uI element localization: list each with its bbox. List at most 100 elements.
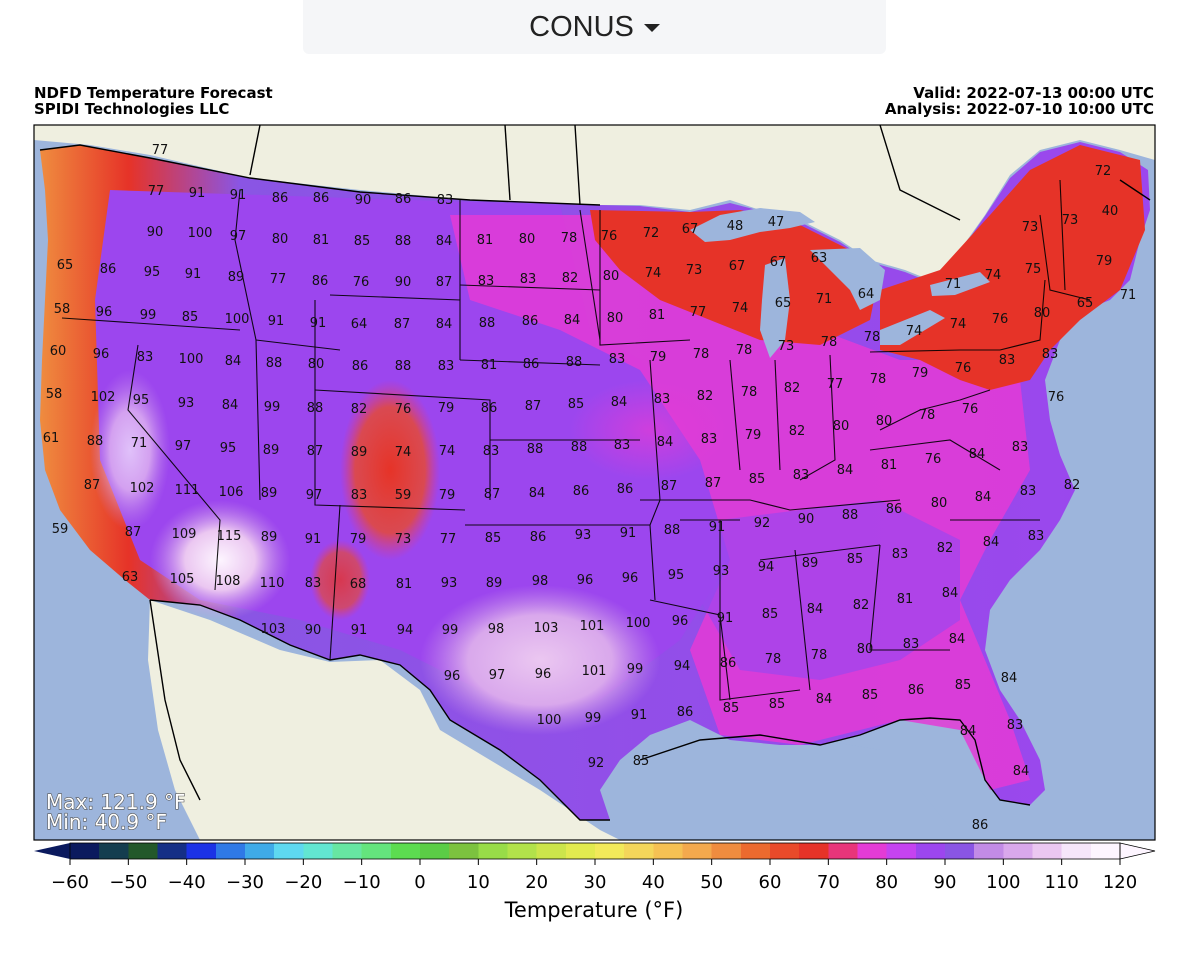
- forecast-value: 83: [999, 353, 1016, 368]
- forecast-value: 48: [727, 219, 744, 234]
- midwest-magenta: [570, 380, 730, 480]
- forecast-value: 80: [607, 311, 624, 326]
- forecast-value: 85: [568, 397, 585, 412]
- forecast-value: 84: [975, 490, 992, 505]
- forecast-value: 75: [1025, 262, 1042, 277]
- forecast-value: 80: [519, 232, 536, 247]
- forecast-value: 89: [486, 576, 503, 591]
- forecast-value: 82: [789, 424, 806, 439]
- forecast-value: 96: [444, 669, 461, 684]
- forecast-value: 82: [784, 381, 801, 396]
- forecast-value: 76: [955, 361, 972, 376]
- forecast-value: 89: [261, 486, 278, 501]
- region-selector[interactable]: CONUS: [303, 0, 886, 54]
- utah-red: [310, 540, 370, 620]
- forecast-value: 83: [437, 193, 454, 208]
- forecast-value: 87: [484, 487, 501, 502]
- forecast-value: 83: [483, 444, 500, 459]
- forecast-value: 84: [436, 234, 453, 249]
- forecast-value: 86: [313, 191, 330, 206]
- forecast-value: 85: [847, 552, 864, 567]
- forecast-value: 85: [485, 531, 502, 546]
- forecast-value: 78: [741, 385, 758, 400]
- forecast-value: 79: [439, 488, 456, 503]
- forecast-value: 77: [827, 377, 844, 392]
- forecast-value: 64: [858, 287, 875, 302]
- forecast-value: 115: [217, 529, 242, 544]
- forecast-value: 81: [881, 458, 898, 473]
- forecast-value: 84: [657, 435, 674, 450]
- forecast-value: 86: [677, 705, 694, 720]
- colorbar-ticks: −60 −50 −40 −30 −20 −10 0 10 20 30 40 50 60 70 80 90 100…: [51, 859, 1137, 893]
- forecast-value: 96: [96, 305, 113, 320]
- forecast-value: 61: [43, 431, 60, 446]
- forecast-value: 78: [736, 343, 753, 358]
- forecast-value: 96: [535, 667, 552, 682]
- forecast-value: 86: [312, 274, 329, 289]
- forecast-value: 84: [1013, 764, 1030, 779]
- forecast-value: 86: [522, 314, 539, 329]
- forecast-value: 94: [758, 560, 775, 575]
- forecast-value: 77: [148, 184, 165, 199]
- forecast-value: 84: [529, 486, 546, 501]
- forecast-value: 76: [601, 229, 618, 244]
- forecast-value: 86: [481, 401, 498, 416]
- forecast-value: 86: [352, 359, 369, 374]
- central-valley-hot: [90, 370, 170, 530]
- forecast-value: 78: [811, 648, 828, 663]
- forecast-value: 59: [395, 488, 412, 503]
- forecast-value: 95: [220, 441, 237, 456]
- forecast-value: 84: [807, 602, 824, 617]
- forecast-value: 86: [395, 192, 412, 207]
- forecast-value: 83: [701, 432, 718, 447]
- colorbar-tick-label: −20: [284, 872, 322, 893]
- forecast-value: 65: [1077, 296, 1094, 311]
- forecast-value: 80: [603, 269, 620, 284]
- forecast-value: 85: [354, 234, 371, 249]
- map-frame: [33, 124, 1156, 841]
- forecast-value: 88: [566, 355, 583, 370]
- forecast-value: 110: [260, 576, 285, 591]
- forecast-value: 65: [775, 296, 792, 311]
- forecast-value: 84: [436, 317, 453, 332]
- forecast-value: 80: [876, 414, 893, 429]
- forecast-value: 100: [537, 713, 562, 728]
- forecast-value: 93: [575, 528, 592, 543]
- forecast-value: 47: [768, 215, 785, 230]
- forecast-value: 95: [133, 393, 150, 408]
- forecast-value: 86: [573, 484, 590, 499]
- analysis-time: Analysis: 2022-07-10 10:00 UTC: [884, 100, 1154, 118]
- forecast-value: 71: [131, 436, 148, 451]
- forecast-value: 76: [1048, 390, 1065, 405]
- forecast-value: 82: [853, 598, 870, 613]
- forecast-value: 79: [650, 350, 667, 365]
- forecast-value: 81: [313, 233, 330, 248]
- forecast-value: 87: [394, 317, 411, 332]
- forecast-value: 84: [222, 398, 239, 413]
- forecast-value: 111: [175, 483, 200, 498]
- forecast-value: 83: [351, 488, 368, 503]
- forecast-value: 84: [960, 724, 977, 739]
- forecast-value: 96: [93, 347, 110, 362]
- forecast-value: 63: [122, 570, 139, 585]
- forecast-value: 91: [189, 186, 206, 201]
- forecast-value: 92: [754, 516, 771, 531]
- forecast-value: 77: [152, 143, 169, 158]
- colorbar-bar: [70, 843, 1120, 859]
- forecast-value: 96: [577, 573, 594, 588]
- forecast-value: 81: [649, 308, 666, 323]
- forecast-value: 84: [983, 535, 1000, 550]
- forecast-value: 83: [614, 438, 631, 453]
- forecast-value: 74: [439, 444, 456, 459]
- forecast-value: 81: [481, 358, 498, 373]
- forecast-value: 58: [46, 387, 63, 402]
- forecast-value: 76: [925, 452, 942, 467]
- forecast-value: 91: [717, 611, 734, 626]
- forecast-value: 101: [582, 664, 607, 679]
- forecast-value: 91: [230, 188, 247, 203]
- forecast-value: 91: [305, 532, 322, 547]
- forecast-value: 74: [985, 268, 1002, 283]
- max-temperature: Max: 121.9 °F: [46, 790, 186, 814]
- forecast-value: 97: [230, 229, 247, 244]
